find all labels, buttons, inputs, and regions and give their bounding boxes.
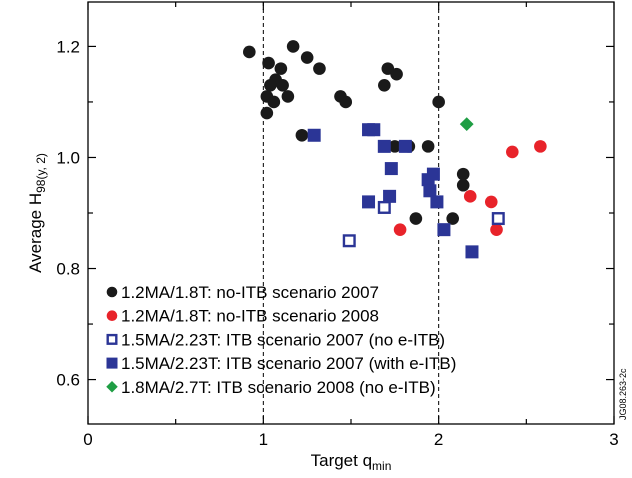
x-axis-label: Target qmin	[311, 451, 392, 473]
data-point	[339, 95, 353, 109]
legend-label: 1.2MA/1.8T: no-ITB scenario 2007	[121, 283, 379, 302]
legend-marker	[106, 310, 118, 322]
y-tick-label: 0.6	[56, 371, 80, 390]
legend-marker	[106, 381, 118, 393]
data-point	[463, 190, 477, 203]
data-point	[342, 234, 356, 248]
data-point	[421, 140, 435, 153]
data-point	[446, 212, 459, 225]
data-point	[313, 62, 326, 75]
data-point	[260, 106, 274, 120]
data-point	[430, 195, 444, 209]
x-tick-label: 2	[434, 430, 443, 449]
legend-label: 1.5MA/2.23T: ITB scenario 2007 (with e-I…	[121, 354, 456, 373]
data-point	[267, 95, 281, 109]
data-point	[377, 200, 391, 214]
data-point	[286, 40, 300, 53]
y-axis-label: Average H98(y, 2)	[26, 153, 48, 273]
legend-label: 1.5MA/2.23T: ITB scenario 2007 (no e-ITB…	[121, 330, 445, 349]
data-point	[276, 78, 289, 92]
data-point	[388, 140, 402, 153]
data-point	[243, 45, 256, 59]
data-point	[377, 139, 391, 153]
legend-marker	[106, 333, 118, 345]
data-point	[432, 95, 445, 109]
data-point	[378, 78, 391, 92]
data-point	[393, 223, 407, 236]
y-tick-label: 0.8	[56, 260, 80, 279]
data-point	[274, 62, 288, 75]
data-point	[456, 167, 470, 181]
legend-label: 1.2MA/1.8T: no-ITB scenario 2008	[121, 307, 379, 326]
data-point	[534, 140, 547, 153]
data-point	[383, 189, 397, 203]
data-point	[264, 78, 277, 92]
series-4	[307, 123, 479, 259]
legend-label: 1.8MA/2.7T: ITB scenario 2008 (no e-ITB)	[121, 378, 436, 397]
y-tick-label: 1.2	[56, 37, 80, 56]
data-point	[459, 117, 474, 132]
data-point	[281, 90, 295, 103]
x-tick-label: 0	[83, 430, 92, 449]
figure-code: JG08.263-2c	[618, 368, 628, 420]
reference-lines	[262, 2, 440, 424]
x-tick-label: 1	[259, 430, 268, 449]
data-point	[367, 123, 381, 137]
data-points	[243, 40, 547, 259]
data-point	[456, 178, 470, 192]
data-point	[506, 145, 519, 159]
series-1	[243, 40, 470, 225]
tick-labels: 0 1 2 3 0.6 0.8 1.0 1.2	[56, 37, 618, 449]
data-point	[423, 184, 437, 198]
data-point	[398, 139, 412, 153]
data-point	[409, 212, 423, 225]
data-point	[307, 128, 321, 142]
axis-ticks	[87, 2, 615, 424]
data-point	[262, 56, 275, 70]
data-point	[484, 195, 498, 209]
legend-marker	[106, 286, 118, 298]
data-point	[426, 167, 440, 181]
data-point	[437, 223, 451, 237]
series-2	[393, 140, 547, 236]
series-3	[342, 200, 505, 248]
data-point	[390, 67, 403, 81]
x-tick-label: 3	[609, 430, 618, 449]
y-tick-label: 1.0	[56, 148, 80, 167]
data-point	[491, 212, 505, 226]
data-point	[384, 162, 398, 176]
data-point	[465, 245, 479, 259]
legend: 1.2MA/1.8T: no-ITB scenario 2007 1.2MA/1.…	[106, 283, 456, 397]
legend-marker	[106, 357, 118, 369]
data-point	[300, 51, 314, 64]
data-point	[490, 223, 503, 236]
data-point	[362, 195, 376, 209]
series-5	[459, 117, 474, 132]
data-point	[295, 128, 309, 142]
